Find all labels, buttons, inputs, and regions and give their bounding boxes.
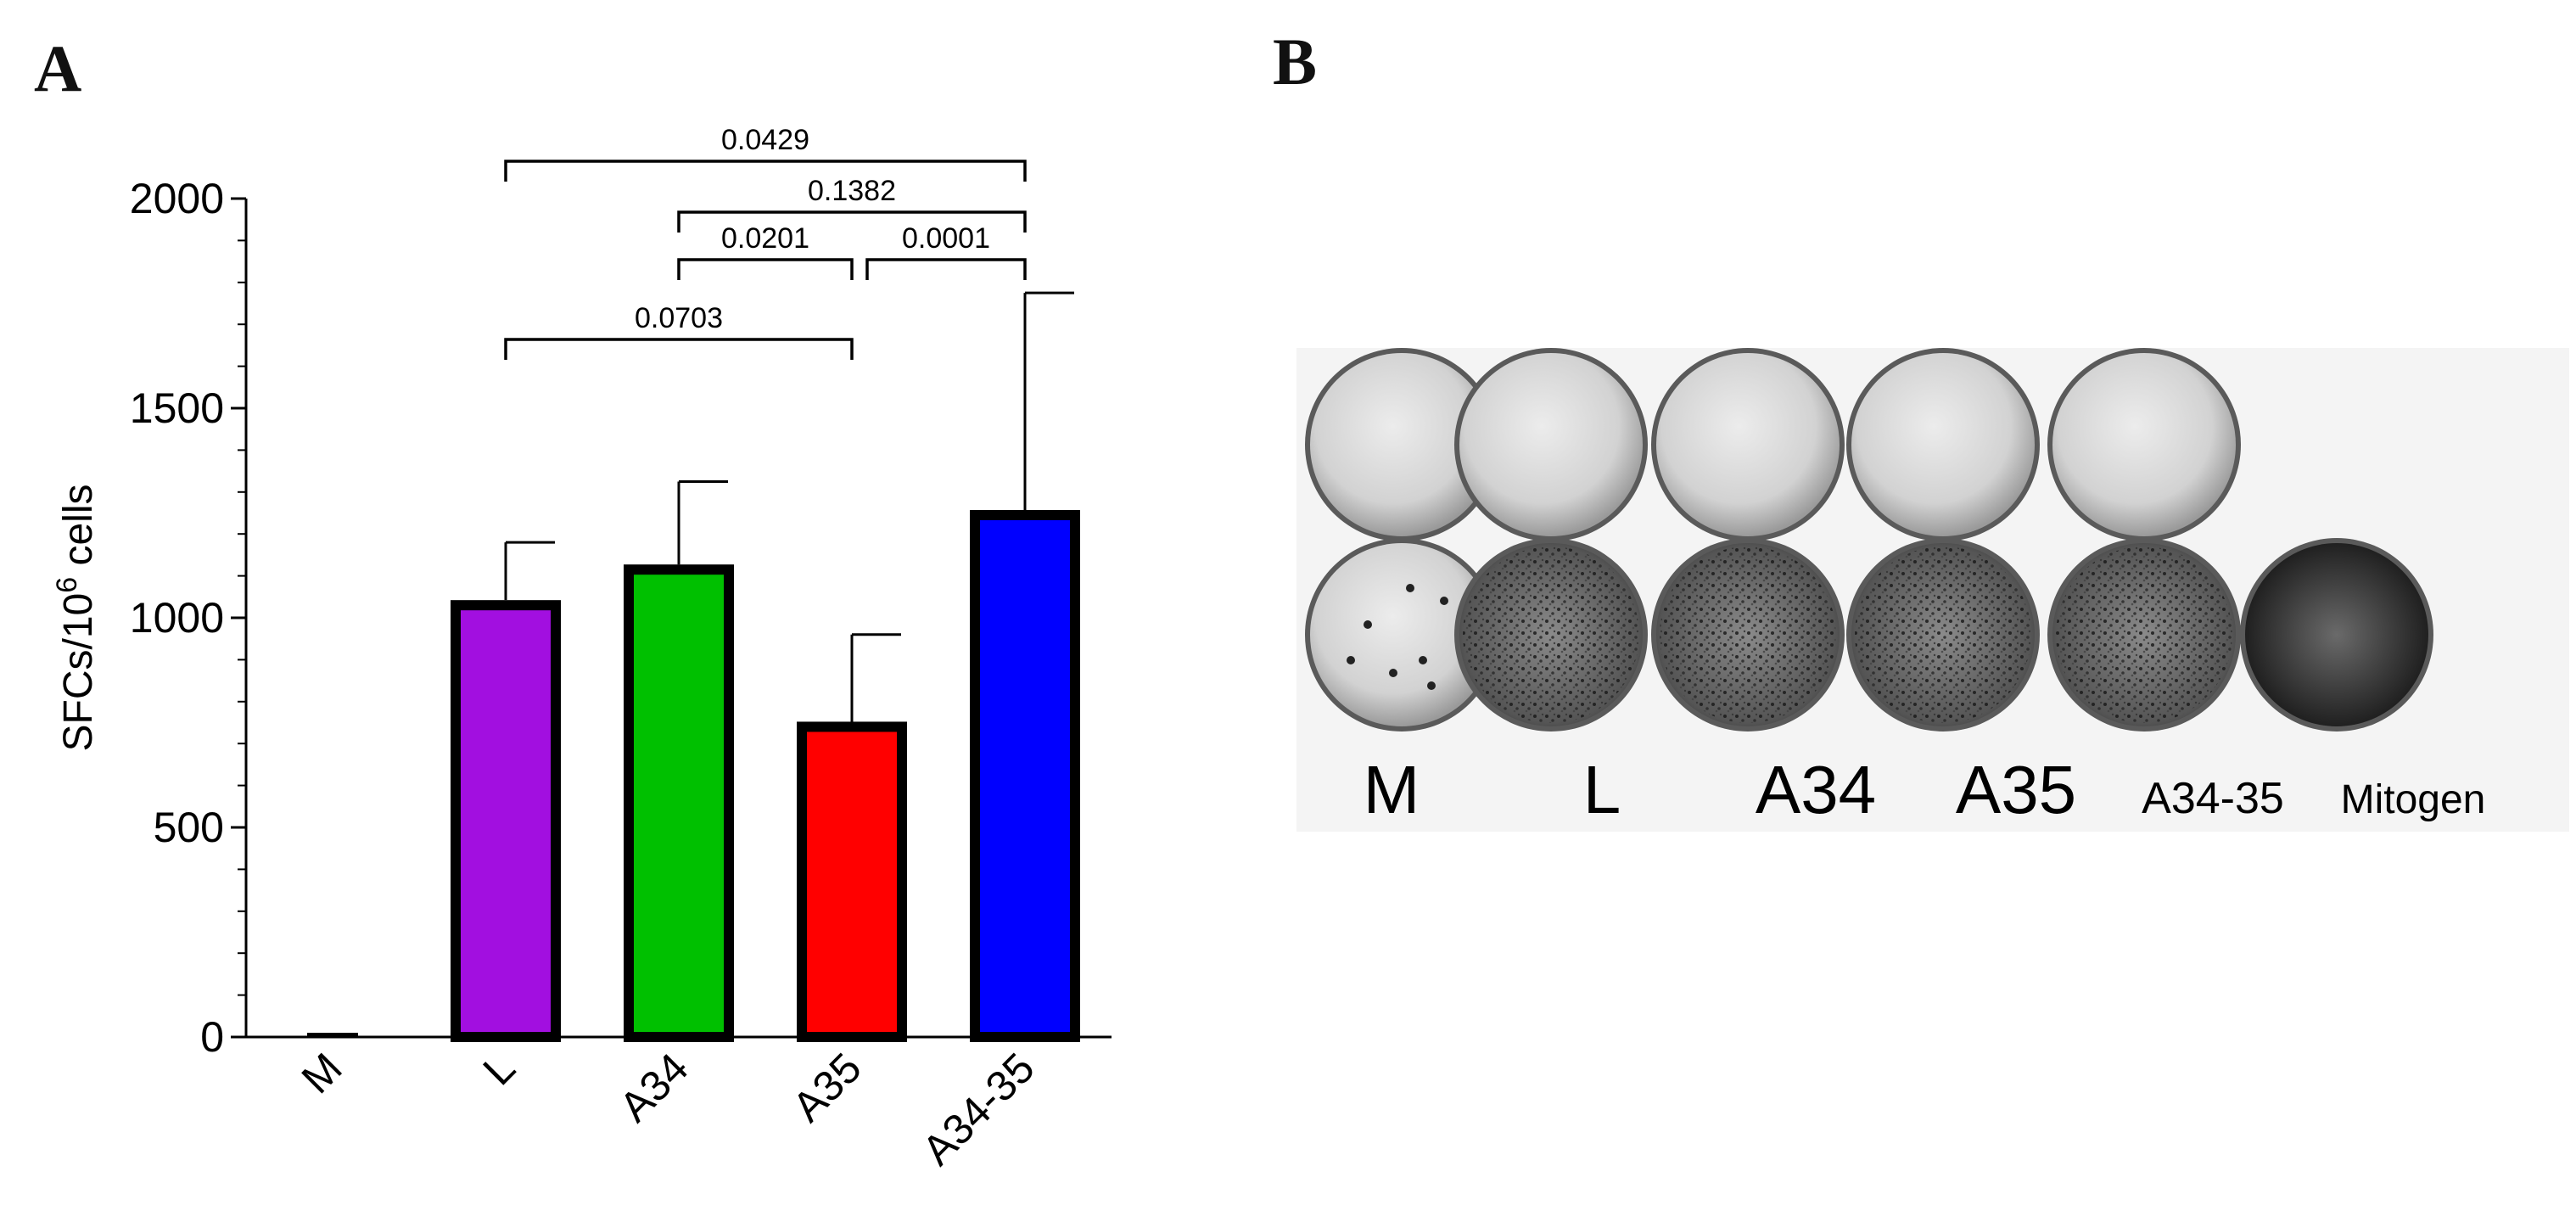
significance-bracket	[504, 338, 854, 360]
p-value-label: 0.0001	[902, 222, 990, 255]
y-tick-label: 1500	[130, 384, 224, 432]
elispot-well	[1651, 348, 1845, 541]
plate-wells	[1305, 348, 2433, 732]
elispot-well	[1454, 538, 1648, 732]
elispot-well	[1651, 538, 1845, 732]
well-label: L	[1583, 752, 1621, 827]
significance-bracket	[865, 258, 1027, 280]
elispot-well	[2047, 348, 2241, 541]
bar-a34-35	[970, 509, 1080, 1042]
y-tick-label: 0	[200, 1013, 224, 1061]
y-axis-label: SFCs/106 cells	[51, 484, 101, 751]
elispot-well	[1305, 538, 1498, 732]
significance-bracket	[677, 210, 1027, 233]
well-label: A34-35	[2142, 774, 2284, 823]
significance-bracket	[504, 160, 1027, 182]
elispot-well	[1454, 348, 1648, 541]
elispot-well	[1305, 348, 1498, 541]
chart-axes	[231, 197, 1112, 1039]
p-value-label: 0.0703	[635, 302, 723, 334]
bar-a34	[624, 564, 734, 1042]
well-label: M	[1364, 752, 1420, 827]
significance-brackets	[504, 160, 1027, 360]
chart-error-bars	[504, 291, 1074, 722]
significance-bracket	[677, 258, 854, 280]
panel-a-label: A	[34, 31, 82, 105]
p-value-label: 0.1382	[808, 175, 896, 207]
y-tick-label: 500	[154, 804, 224, 851]
chart-bars	[307, 509, 1080, 1042]
plate-labels: M L A34 A35 A34-35 Mitogen	[1364, 752, 2486, 827]
p-value-label: 0.0201	[721, 222, 809, 255]
bar-a35	[797, 721, 907, 1042]
well-label: A35	[1956, 752, 2076, 827]
p-value-label: 0.0429	[721, 124, 809, 156]
panel-b-label: B	[1273, 25, 1318, 98]
elispot-well	[1846, 538, 2040, 732]
bar-l	[451, 600, 561, 1042]
elispot-well	[2240, 538, 2433, 732]
y-tick-label: 2000	[130, 175, 224, 222]
well-label: Mitogen	[2341, 777, 2486, 822]
elispot-well	[2047, 538, 2241, 732]
elispot-well	[1846, 348, 2040, 541]
well-label: A34	[1756, 752, 1876, 827]
y-tick-label: 1000	[130, 594, 224, 642]
